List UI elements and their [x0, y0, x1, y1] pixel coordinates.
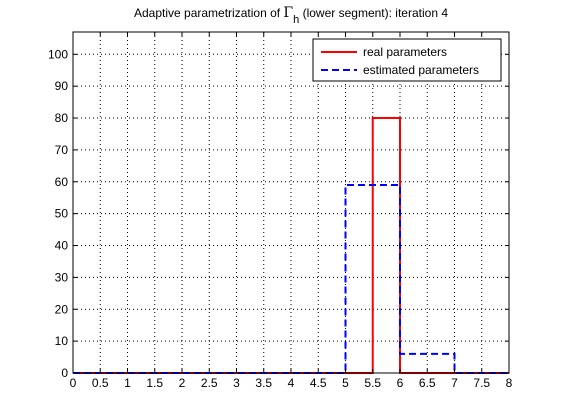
- x-tick-label: 1.5: [146, 376, 163, 390]
- x-tick-label: 8: [506, 376, 513, 390]
- x-tick-label: 0: [70, 376, 77, 390]
- x-tick-label: 1: [124, 376, 131, 390]
- x-tick-label: 2.5: [201, 376, 218, 390]
- legend: real parameters estimated parameters: [312, 38, 502, 82]
- x-tick-label: 6.5: [419, 376, 436, 390]
- chart-title-symbol: Γ: [283, 5, 293, 21]
- x-tick-label: 5: [342, 376, 349, 390]
- x-tick-label: 4.5: [310, 376, 327, 390]
- legend-entry: estimated parameters: [363, 63, 479, 77]
- y-tick-label: 10: [55, 334, 69, 348]
- grid-lines: [73, 32, 509, 373]
- y-tick-label: 0: [61, 366, 68, 380]
- axis-ticks: 0 0.5 1 1.5 2 2.5 3 3.5 4 4.5 5 5.5 6 6.5 7 7.5 80102030…: [48, 32, 513, 390]
- x-tick-label: 5.5: [364, 376, 381, 390]
- legend-box: [312, 38, 502, 82]
- y-tick-label: 90: [55, 79, 69, 93]
- x-tick-label: 3.5: [255, 376, 272, 390]
- x-tick-label: 4: [288, 376, 295, 390]
- x-tick-label: 0.5: [92, 376, 109, 390]
- chart-title-prefix: Adaptive parametrization of: [134, 6, 283, 20]
- y-tick-label: 40: [55, 239, 69, 253]
- y-tick-label: 80: [55, 111, 69, 125]
- x-tick-label: 2: [179, 376, 186, 390]
- y-tick-label: 100: [48, 47, 68, 61]
- y-tick-label: 70: [55, 143, 69, 157]
- y-tick-label: 50: [55, 207, 69, 221]
- x-tick-label: 7.5: [473, 376, 490, 390]
- plot-area: [73, 32, 509, 373]
- x-tick-label: 3: [233, 376, 240, 390]
- y-tick-label: 20: [55, 302, 69, 316]
- legend-entry: real parameters: [363, 45, 447, 59]
- x-tick-label: 6: [397, 376, 404, 390]
- y-tick-label: 30: [55, 270, 69, 284]
- chart-title: Adaptive parametrization of Γh (lower se…: [134, 5, 448, 26]
- chart-title-suffix: (lower segment): iteration 4: [299, 6, 448, 20]
- y-tick-label: 60: [55, 175, 69, 189]
- x-tick-label: 7: [451, 376, 458, 390]
- chart-title-subscript: h: [293, 14, 299, 26]
